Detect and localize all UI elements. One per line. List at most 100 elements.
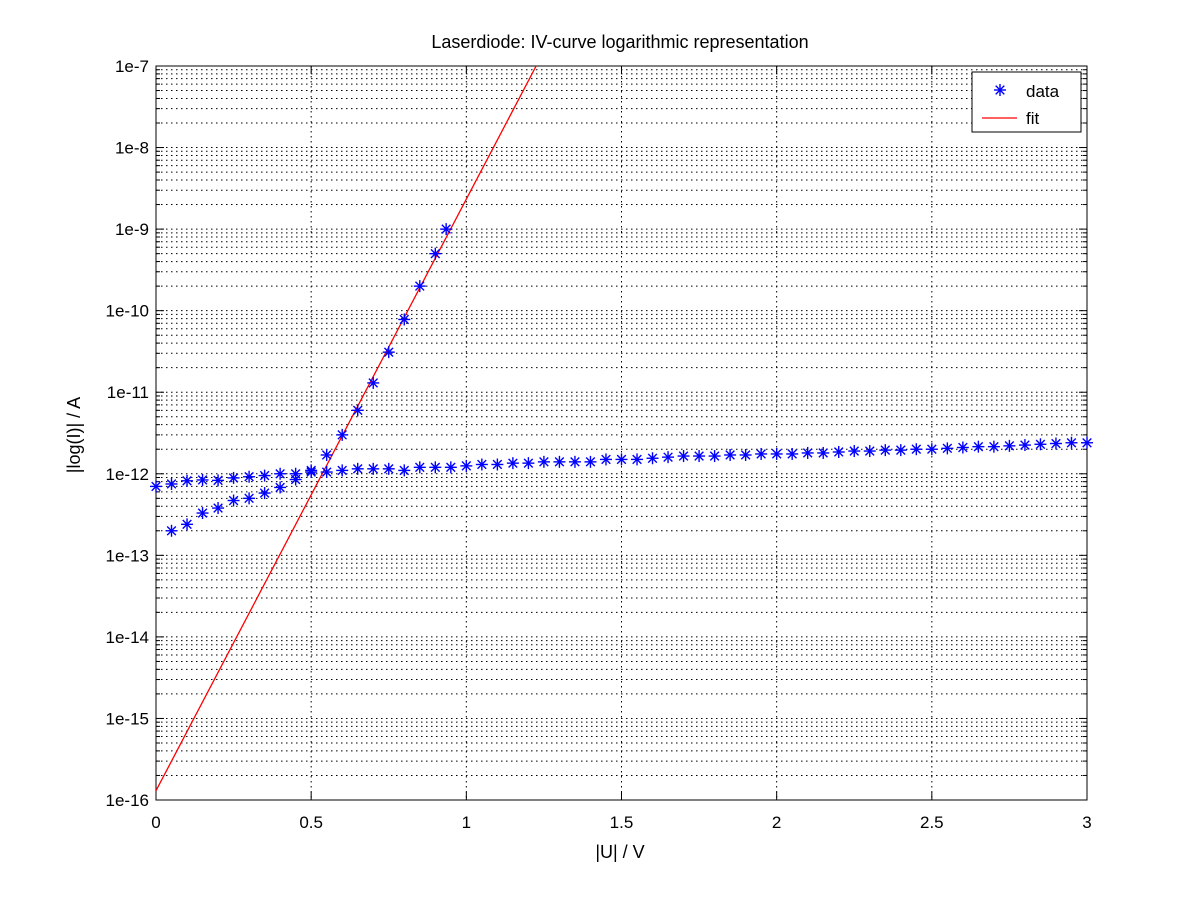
data-point <box>150 480 162 493</box>
fit-series <box>156 66 537 792</box>
data-point <box>584 455 597 468</box>
legend: data fit <box>971 71 1082 133</box>
data-point <box>289 473 302 486</box>
x-tick-label: 0 <box>151 813 160 832</box>
data-point <box>181 518 194 531</box>
data-point <box>429 461 442 474</box>
data-point <box>305 466 318 479</box>
data-point <box>941 442 954 455</box>
data-point <box>972 440 985 453</box>
grid <box>156 66 1087 800</box>
data-point <box>1034 438 1047 451</box>
data-point <box>987 440 1000 453</box>
data-point <box>615 453 628 466</box>
data-point <box>1049 437 1062 450</box>
data-point <box>351 462 364 475</box>
x-tick-label: 1 <box>462 813 471 832</box>
data-point <box>320 448 333 461</box>
y-tick-label: 1e-14 <box>106 628 149 647</box>
data-point <box>631 453 644 466</box>
data-point <box>770 447 783 460</box>
data-point <box>956 441 969 454</box>
y-tick-label: 1e-7 <box>115 57 149 76</box>
data-point <box>646 452 659 465</box>
data-point <box>196 507 209 520</box>
data-point <box>739 448 752 461</box>
fit-line <box>156 66 537 792</box>
data-point <box>212 474 225 487</box>
data-point <box>398 464 411 477</box>
data-point <box>925 443 938 456</box>
data-point <box>537 455 550 468</box>
axes: 0 0.5 1 1.5 2 2.5 3 1e-16 1e-15 1e-14 1e-13 1e-12 1e… <box>106 57 1092 832</box>
y-tick-label: 1e-13 <box>106 546 149 565</box>
x-tick-label: 0.5 <box>299 813 323 832</box>
data-series <box>150 223 1093 537</box>
data-point <box>258 469 271 482</box>
data-point <box>863 445 876 458</box>
data-point <box>165 477 178 490</box>
x-tick-label: 1.5 <box>610 813 634 832</box>
data-point <box>382 346 395 359</box>
legend-data-marker <box>994 84 1006 96</box>
data-point <box>429 247 442 260</box>
data-point <box>320 466 333 479</box>
data-point <box>894 444 907 457</box>
data-point <box>693 450 706 463</box>
data-point <box>212 502 225 515</box>
data-point <box>1065 436 1078 449</box>
legend-label-fit: fit <box>1026 109 1040 128</box>
legend-data-asterisk <box>994 84 1006 96</box>
y-tick-label: 1e-8 <box>115 139 149 158</box>
data-point <box>475 458 488 471</box>
data-point <box>1003 439 1016 452</box>
data-point <box>351 404 364 417</box>
data-point <box>599 453 612 466</box>
data-point <box>243 492 256 505</box>
y-tick-label: 1e-12 <box>106 465 149 484</box>
y-tick-label: 1e-11 <box>107 383 149 402</box>
data-point <box>879 444 892 457</box>
data-point <box>553 455 566 468</box>
chart-title: Laserdiode: IV-curve logarithmic represe… <box>431 32 808 52</box>
data-point <box>440 223 453 236</box>
data-point <box>755 447 768 460</box>
data-point <box>274 481 287 494</box>
legend-label-data: data <box>1026 82 1060 101</box>
data-point <box>413 280 426 293</box>
data-point <box>460 459 473 472</box>
y-tick-label: 1e-9 <box>115 220 149 239</box>
data-point <box>181 474 194 487</box>
data-point <box>568 455 581 468</box>
x-tick-label: 3 <box>1082 813 1091 832</box>
data-point <box>165 524 178 537</box>
data-point <box>413 461 426 474</box>
y-tick-label: 1e-15 <box>106 709 149 728</box>
data-point <box>522 457 535 470</box>
data-point <box>848 445 861 458</box>
x-tick-label: 2.5 <box>920 813 944 832</box>
data-point <box>506 457 519 470</box>
legend-box <box>971 71 1082 133</box>
data-point <box>910 443 923 456</box>
y-tick-label: 1e-16 <box>106 791 149 810</box>
data-point <box>398 313 411 326</box>
data-point <box>817 446 830 459</box>
data-point <box>832 445 845 458</box>
data-point <box>724 448 737 461</box>
data-point <box>367 376 380 389</box>
data-point <box>708 450 721 463</box>
data-point <box>227 471 240 484</box>
data-point <box>1081 436 1093 449</box>
data-point <box>786 447 799 460</box>
data-point <box>491 458 504 471</box>
data-point <box>336 428 349 441</box>
data-point <box>444 461 457 474</box>
data-point <box>662 451 675 464</box>
x-axis-label: |U| / V <box>595 842 644 862</box>
y-axis-label: |log(I)| / A <box>64 397 84 473</box>
data-point <box>1018 439 1031 452</box>
data-point <box>801 446 814 459</box>
